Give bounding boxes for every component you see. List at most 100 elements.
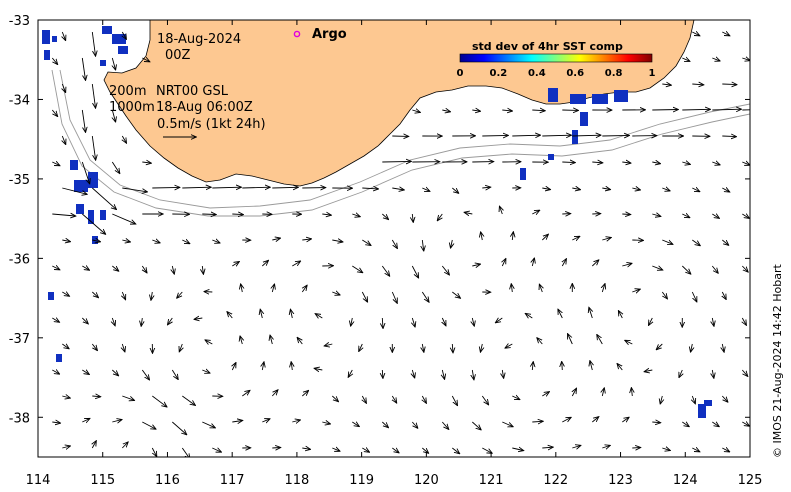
current-vector [526,314,533,318]
current-vector [52,422,60,423]
colorbar-tick-label: 0.2 [490,68,508,79]
current-vector [572,135,600,136]
current-vector [742,317,746,325]
current-vector [602,446,610,449]
current-vector [352,422,359,426]
current-vector [692,448,699,452]
current-vector [227,312,233,319]
current-vector [152,187,179,188]
current-vector [742,214,749,218]
scale-label: 0.5m/s (1kt 24h) [157,117,266,132]
current-vector [511,284,512,293]
current-vector [111,161,119,173]
current-vector [91,343,97,350]
current-vector [741,265,748,272]
x-tick-label: 122 [543,473,568,488]
current-vector [82,266,89,270]
current-vector [722,188,729,192]
current-vector [262,362,264,371]
current-vector [691,291,696,302]
current-vector [542,135,571,136]
colorbar-tick-label: 0.6 [566,68,584,79]
current-vector [291,310,293,319]
current-vector [51,109,57,116]
current-vector [122,240,130,242]
current-vector [500,207,503,215]
current-vector [171,369,178,379]
current-vector [622,214,630,215]
current-vector [352,265,362,273]
current-vector [632,188,640,190]
current-vector [481,395,488,405]
current-vector [141,369,149,380]
x-tick-label: 121 [479,473,504,488]
current-vector [232,363,235,371]
current-vector [472,264,480,266]
current-vector [232,421,242,423]
current-vector [272,238,280,240]
current-vector [602,188,610,190]
current-vector [465,212,473,214]
current-vector [242,391,249,397]
current-vector [451,395,457,405]
current-vector [542,188,550,190]
current-vector [540,285,543,293]
colorbar-ticks: 0 0.2 0.4 0.6 0.8 1 [457,68,656,79]
current-vector [152,240,159,243]
y-tick-label: -35 [9,173,30,188]
current-vector [297,338,303,345]
current-vector [302,239,311,240]
isobath-1000m [51,69,750,217]
current-vector [742,58,750,61]
x-tick-label: 120 [414,473,439,488]
current-vector [558,310,562,319]
colorbar [459,53,653,63]
current-vector [682,214,689,218]
current-vector [632,289,640,292]
y-tick-label: -36 [9,252,30,267]
current-vector [472,421,481,430]
current-vector [391,239,397,248]
current-vector [232,262,239,266]
current-vector [662,239,672,244]
plot-frame [37,19,751,458]
current-vector [82,370,89,374]
product-label: NRT00 GSL [156,84,229,99]
x-tick-label: 118 [284,473,309,488]
current-vector [141,317,142,326]
current-vector [212,187,241,188]
current-vector [712,369,713,378]
current-vector [542,392,549,396]
current-vector [452,291,460,298]
current-vector [122,395,134,400]
current-vector [62,135,65,144]
current-vector [617,364,623,371]
current-vector [332,292,339,295]
current-vector [81,109,85,132]
current-vector [240,336,242,345]
current-vector [592,162,602,163]
current-vector [752,448,759,452]
current-vector [472,369,474,380]
current-vector [194,318,203,319]
current-vector [92,441,96,449]
current-vector [722,136,736,137]
argo-float-marker [293,30,301,38]
current-vector [82,419,89,422]
current-vector [692,188,699,192]
current-vector [270,335,272,345]
colorbar-tick-label: 0.8 [605,68,623,79]
current-vector [422,395,426,403]
current-vector [721,395,727,402]
current-vector [362,395,366,403]
current-vector [422,343,423,352]
current-vector [441,265,449,275]
isobath-200m-label: 200m [109,84,146,99]
current-vector [562,259,566,267]
current-vector [512,396,519,399]
current-vector [532,210,539,214]
current-vector [82,213,105,234]
current-vector [92,291,98,297]
current-vector [62,187,86,194]
current-vector [442,110,450,112]
